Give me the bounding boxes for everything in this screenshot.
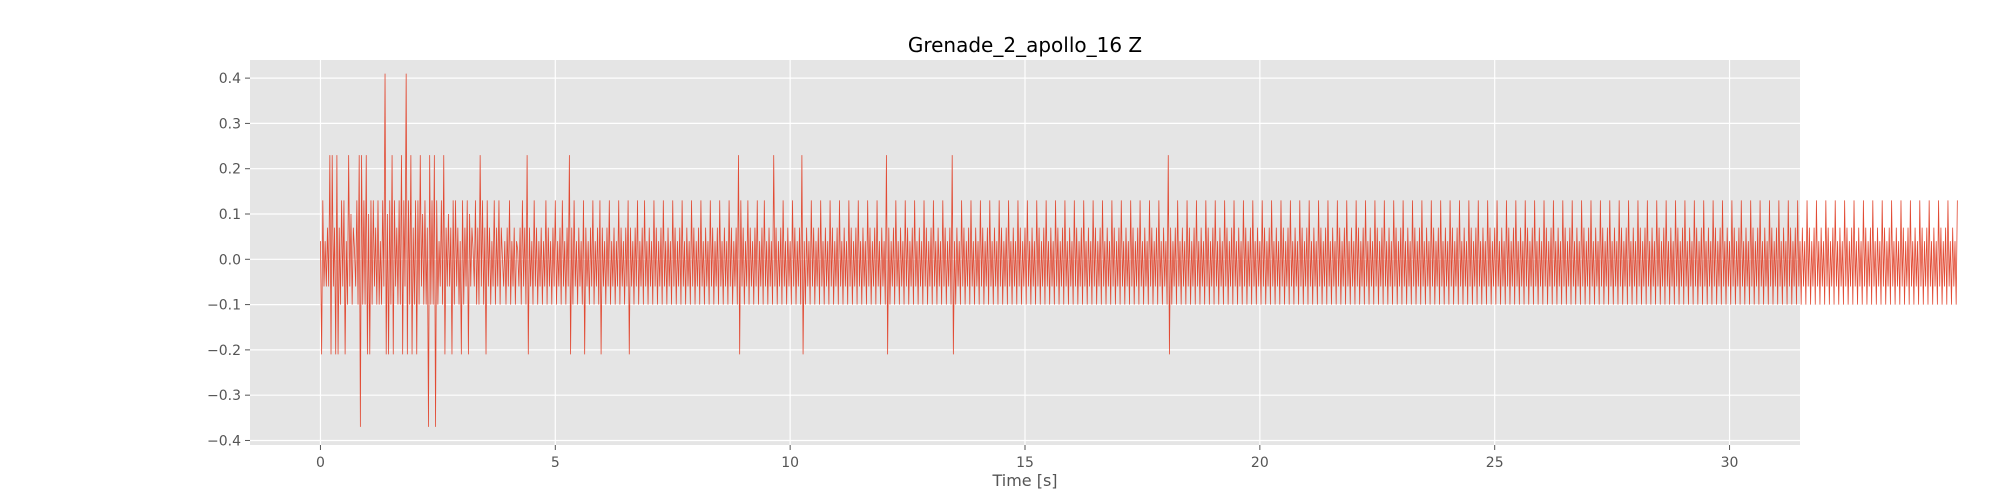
chart-title: Grenade_2_apollo_16 Z (908, 33, 1142, 57)
y-tick-label-1: −0.3 (207, 388, 241, 404)
grid-lines (250, 60, 1800, 445)
x-tick-label-4: 20 (1251, 455, 1269, 471)
series-group (320, 73, 1958, 427)
y-tick-label-7: 0.3 (219, 116, 241, 132)
x-tick-label-6: 30 (1721, 455, 1739, 471)
y-tick-label-2: −0.2 (207, 343, 241, 359)
x-tick-label-5: 25 (1486, 455, 1504, 471)
y-tick-label-0: −0.4 (207, 433, 241, 449)
x-tick-label-3: 15 (1016, 455, 1034, 471)
series-line-0 (320, 73, 1958, 427)
y-tick-label-8: 0.4 (219, 71, 241, 87)
y-axis-ticks: −0.4 −0.3 −0.2 −0.1 0.0 0.1 0.2 0.3 0.4 (207, 71, 250, 449)
x-axis-ticks: 0 5 10 15 20 25 30 (316, 445, 1738, 471)
y-tick-label-5: 0.1 (219, 207, 241, 223)
y-tick-label-3: −0.1 (207, 298, 241, 314)
x-tick-label-0: 0 (316, 455, 325, 471)
x-axis-label: Time [s] (991, 471, 1057, 490)
x-tick-label-1: 5 (551, 455, 560, 471)
y-tick-label-6: 0.2 (219, 162, 241, 178)
x-tick-label-2: 10 (781, 455, 799, 471)
y-tick-label-4: 0.0 (219, 252, 241, 268)
